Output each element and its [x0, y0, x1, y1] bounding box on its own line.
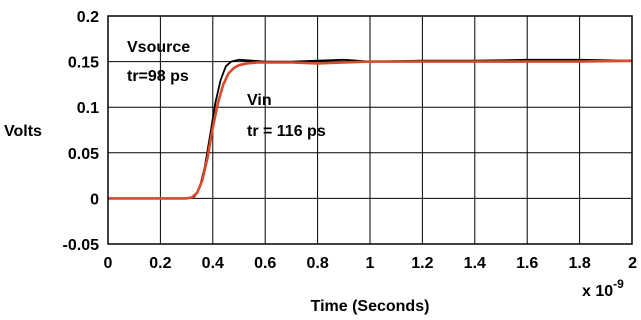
x-scale-label: x 10-9	[582, 277, 624, 300]
series-layer	[108, 58, 633, 200]
x-tick-label: 1.6	[516, 255, 538, 272]
y-tick-labels: -0.05 0 0.05 0.1 0.15 0.2	[63, 9, 100, 254]
y-tick-label: 0.1	[77, 100, 99, 117]
x-scale-base: x 10	[582, 283, 613, 300]
x-tick-label: 0.6	[254, 255, 276, 272]
x-scale-exponent: -9	[613, 277, 624, 291]
annotation-vin-name: Vin	[247, 92, 272, 109]
x-tick-label: 2	[628, 255, 637, 272]
x-tick-label: 0.4	[202, 255, 224, 272]
y-axis-title: Volts	[4, 123, 42, 140]
annotation-vsource-rise-time: tr=98 ps	[127, 68, 189, 85]
y-tick-label: 0.05	[68, 146, 99, 163]
x-tick-labels: 0 0.2 0.4 0.6 0.8 1 1.2 1.4 1.6 1.8 2	[104, 255, 638, 272]
x-tick-label: 0.8	[306, 255, 328, 272]
x-axis-title: Time (Seconds)	[311, 298, 430, 315]
y-tick-label: -0.05	[63, 237, 100, 254]
annotation-vin: Vin tr = 116 ps	[247, 92, 326, 140]
y-tick-label: 0.2	[77, 9, 99, 26]
annotation-vin-rise-time: tr = 116 ps	[247, 123, 326, 140]
annotation-vsource-name: Vsource	[127, 39, 190, 56]
annotation-vsource: Vsource tr=98 ps	[127, 39, 190, 85]
y-tick-label: 0	[90, 191, 99, 208]
x-tick-label: 1.2	[411, 255, 433, 272]
vin-line	[108, 59, 633, 200]
x-tick-label: 1.8	[568, 255, 590, 272]
x-tick-label: 1	[366, 255, 375, 272]
y-tick-label: 0.15	[68, 55, 99, 72]
plot-frame	[107, 15, 633, 245]
x-tick-label: 0.2	[149, 255, 171, 272]
x-tick-label: 1.4	[464, 255, 486, 272]
x-tick-label: 0	[104, 255, 113, 272]
